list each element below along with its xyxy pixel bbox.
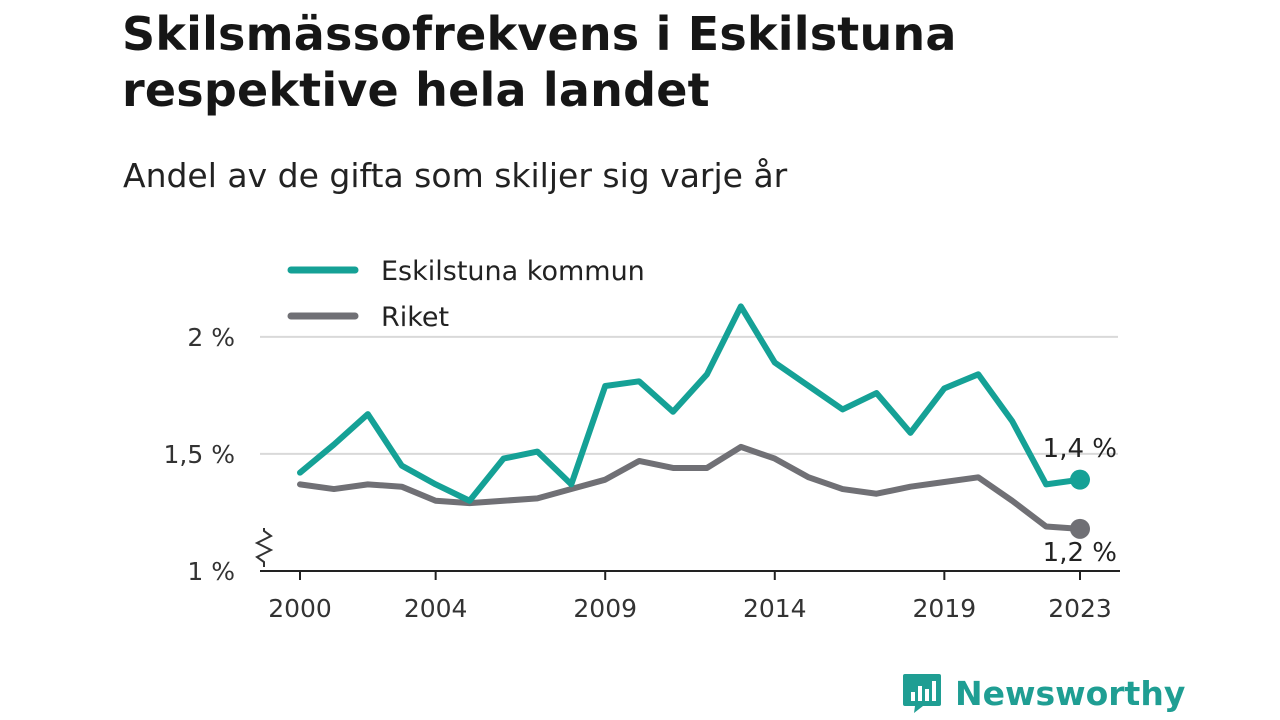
x-tick-label: 2000 <box>268 594 332 623</box>
series-line-riket <box>297 443 1083 532</box>
x-axis: 2000 2004 2009 2014 2019 2023 <box>260 570 1120 623</box>
x-tick-label: 2014 <box>743 594 807 623</box>
brand-logo: Newsworthy <box>901 670 1185 716</box>
x-tick-label: 2009 <box>573 594 637 623</box>
end-point-riket <box>1070 518 1090 539</box>
chart-subtitle: Andel av de gifta som skiljer sig varje … <box>123 156 788 195</box>
y-tick-label: 1 % <box>187 557 235 586</box>
legend: Eskilstuna kommun Riket <box>277 254 679 333</box>
end-point-eskilstuna <box>1070 469 1090 490</box>
y-axis-ticks: 1 % 1,5 % 2 % <box>164 323 235 586</box>
gridlines <box>260 335 1118 455</box>
series-line-eskilstuna <box>297 303 1083 504</box>
x-tick-label: 2004 <box>404 594 468 623</box>
newsworthy-logo-icon <box>903 674 941 713</box>
y-tick-label: 1,5 % <box>164 440 235 469</box>
x-tick-label: 2023 <box>1048 594 1112 623</box>
legend-label-riket: Riket <box>381 302 449 333</box>
series-lines <box>297 303 1090 539</box>
legend-label-eskilstuna: Eskilstuna kommun <box>381 256 645 287</box>
x-tick-label: 2019 <box>913 594 977 623</box>
brand-name: Newsworthy <box>955 673 1186 713</box>
axis-break-icon <box>254 528 274 567</box>
chart-title: Skilsmässofrekvens i Eskilstuna respekti… <box>122 7 957 117</box>
y-tick-label: 2 % <box>187 323 235 352</box>
end-label-eskilstuna: 1,4 % <box>1043 434 1117 464</box>
end-label-riket: 1,2 % <box>1043 538 1117 568</box>
